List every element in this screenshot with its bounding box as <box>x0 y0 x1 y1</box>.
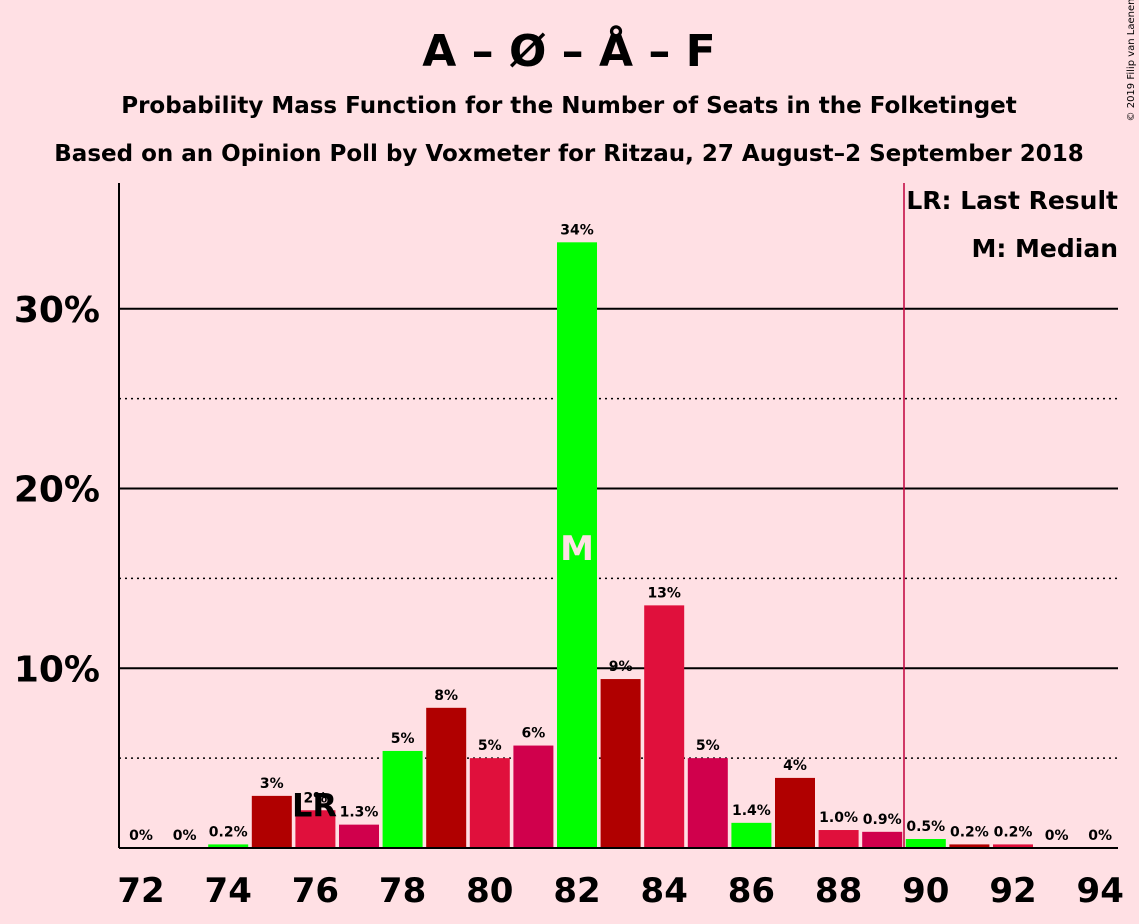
bar-value-label: 8% <box>434 688 458 704</box>
bar <box>513 745 554 848</box>
x-tick-label: 84 <box>641 871 688 911</box>
bar-value-label: 13% <box>647 585 681 601</box>
x-tick-label: 86 <box>728 871 775 911</box>
bar <box>862 831 903 848</box>
chart-subtitle-2: Based on an Opinion Poll by Voxmeter for… <box>54 141 1083 167</box>
x-tick-label: 92 <box>989 871 1036 911</box>
bars: 0% 0% 0.2% 3% 2% 1.3%LR 5% 8% 5% 6% M 34% 9% 13% 5% 1.4… <box>129 222 1112 849</box>
bar-value-label: 5% <box>391 731 415 747</box>
bar <box>993 844 1033 848</box>
bar <box>426 707 467 848</box>
bar <box>644 605 685 848</box>
bar <box>251 795 292 848</box>
bar <box>208 844 249 848</box>
bar <box>818 830 859 848</box>
bar-value-label: 0% <box>1088 828 1112 844</box>
bar-value-label: 5% <box>696 738 720 754</box>
last-result-marker: LR <box>292 787 337 825</box>
bar <box>469 758 510 848</box>
x-tick-label: 72 <box>117 871 164 911</box>
bar-value-label: 0.2% <box>950 824 989 840</box>
chart-subtitle-1: Probability Mass Function for the Number… <box>121 93 1017 119</box>
x-tick-label: 94 <box>1077 871 1124 911</box>
legend-median: M: Median <box>971 234 1118 263</box>
bar <box>949 844 990 848</box>
x-tick-label: 76 <box>292 871 339 911</box>
x-tick-label: 90 <box>902 871 949 911</box>
bar-value-label: 3% <box>260 776 284 792</box>
y-tick-label: 10% <box>14 649 100 690</box>
bar <box>295 810 336 848</box>
copyright-notice: © 2019 Filip van Laenen <box>1126 0 1137 121</box>
x-tick-label: 78 <box>379 871 426 911</box>
y-tick-label: 20% <box>14 470 100 511</box>
bar <box>905 839 946 848</box>
bar-value-label: 9% <box>609 659 633 675</box>
bar-value-label: 1.0% <box>819 810 858 826</box>
bar <box>775 777 815 848</box>
bar-value-label: 0.2% <box>994 824 1033 840</box>
bar <box>600 679 641 848</box>
bar <box>557 242 597 849</box>
bar <box>339 824 379 848</box>
bar-value-label: 0.5% <box>906 819 945 835</box>
bar-value-label: 0% <box>1045 828 1069 844</box>
bar-value-label: 6% <box>522 726 546 742</box>
bar-value-label: 5% <box>478 738 502 754</box>
x-tick-label: 74 <box>205 871 252 911</box>
bar-value-label: 1.3% <box>340 805 379 821</box>
bar-value-label: 0.9% <box>863 812 902 828</box>
bar <box>382 750 423 848</box>
legend-last-result: LR: Last Result <box>906 186 1118 215</box>
y-tick-label: 30% <box>14 290 100 331</box>
bar-value-label: 0.2% <box>209 824 248 840</box>
median-marker: M <box>560 529 594 569</box>
x-tick-label: 82 <box>553 871 600 911</box>
bar-value-label: 4% <box>783 758 807 774</box>
bar-value-label: 34% <box>560 222 594 238</box>
bar <box>731 822 772 848</box>
bar <box>687 758 728 848</box>
bar-value-label: 2% <box>304 790 328 806</box>
chart-title: A – Ø – Å – F <box>422 24 715 77</box>
bar-value-label: 0% <box>173 828 197 844</box>
x-tick-label: 88 <box>815 871 862 911</box>
x-tick-label: 80 <box>466 871 513 911</box>
bar-value-label: 0% <box>129 828 153 844</box>
bar-value-label: 1.4% <box>732 803 771 819</box>
axes: 10% 20% 30% 72 74 76 78 80 82 84 86 88 90 92 94 <box>14 183 1124 911</box>
